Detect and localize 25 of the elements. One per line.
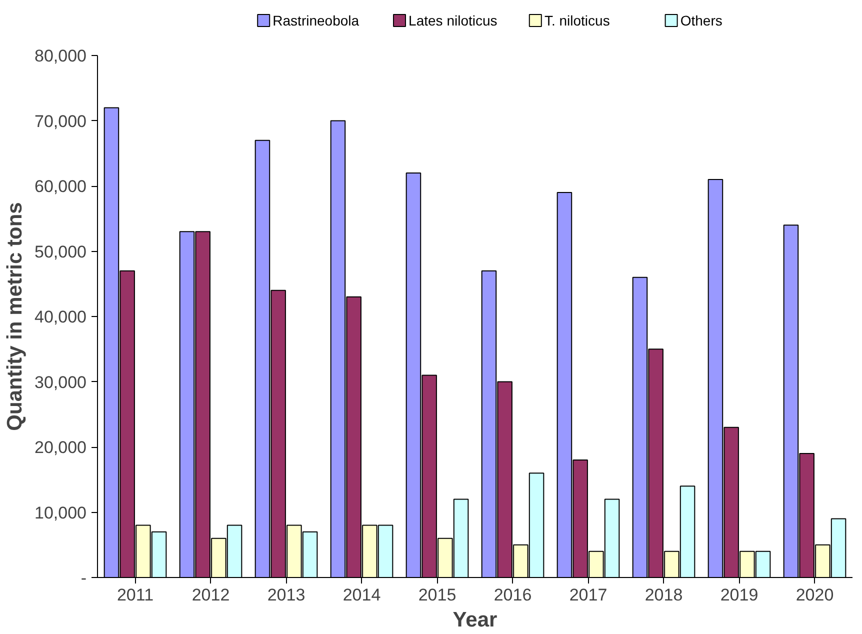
y-axis-title: Quantity in metric tons bbox=[4, 202, 27, 431]
legend-label: Lates niloticus bbox=[408, 12, 498, 28]
x-tick-label: 2018 bbox=[644, 586, 683, 604]
y-tick-label: 40,000 bbox=[34, 308, 87, 326]
x-tick-label: 2012 bbox=[192, 586, 230, 604]
y-tick-label: 50,000 bbox=[34, 242, 87, 262]
legend-label: Others bbox=[680, 12, 722, 28]
x-tick-label: 2014 bbox=[342, 586, 381, 604]
x-tick-label: 2020 bbox=[796, 586, 834, 604]
legend-label: T. niloticus bbox=[544, 12, 610, 28]
y-tick-label: 80,000 bbox=[34, 46, 87, 66]
x-tick-label: 2015 bbox=[418, 586, 456, 604]
y-tick-label: 30,000 bbox=[34, 372, 87, 392]
x-axis-title: Year bbox=[452, 608, 498, 632]
y-tick-label: 70,000 bbox=[34, 112, 87, 131]
y-tick-label: 20,000 bbox=[34, 438, 87, 457]
y-tick-label: 10,000 bbox=[34, 503, 87, 522]
y-tick-label: - bbox=[80, 568, 87, 588]
x-tick-label: 2011 bbox=[116, 586, 154, 604]
x-tick-label: 2019 bbox=[720, 586, 758, 604]
y-tick-label: 60,000 bbox=[34, 177, 87, 196]
x-tick-label: 2017 bbox=[569, 586, 608, 604]
x-tick-label: 2013 bbox=[267, 586, 306, 604]
legend-label: Rastrineobola bbox=[272, 12, 360, 28]
x-tick-label: 2016 bbox=[494, 586, 532, 604]
